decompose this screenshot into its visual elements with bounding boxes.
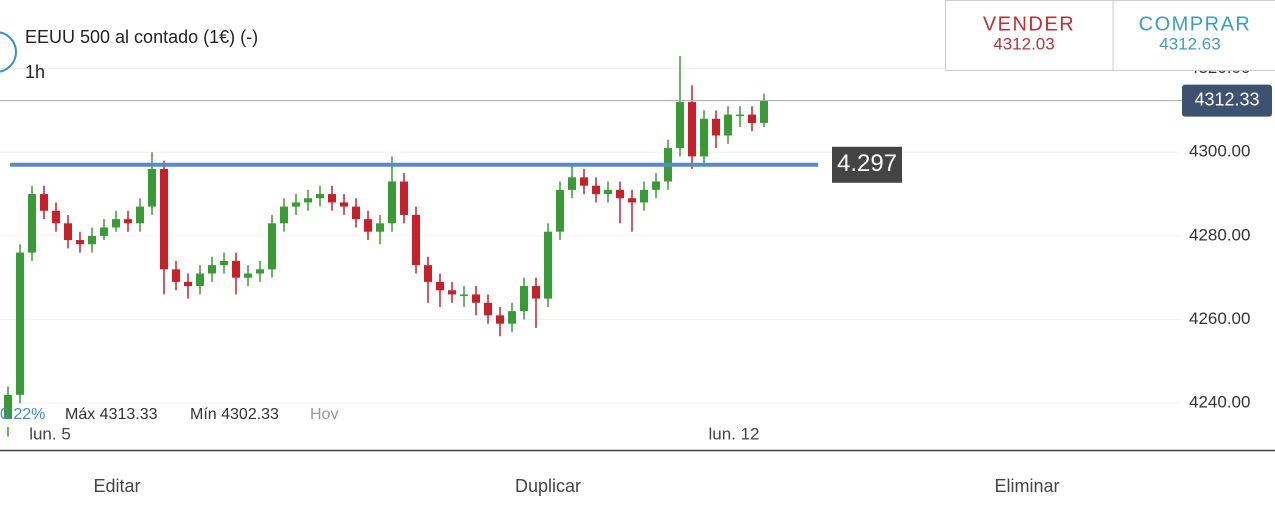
candle-body (280, 206, 288, 224)
x-tick-label: lun. 5 (29, 424, 71, 443)
info-high: Máx 4313.33 (65, 406, 158, 423)
info-change: 0.22% (0, 406, 45, 423)
candle-body (724, 114, 732, 136)
buy-label[interactable]: COMPRAR (1139, 13, 1252, 35)
candle-body (364, 219, 372, 232)
candle-body (160, 168, 168, 270)
x-tick-label: lun. 12 (708, 424, 759, 443)
y-tick-label: 4240.00 (1189, 393, 1250, 412)
info-low: Mín 4302.33 (190, 406, 279, 423)
buy-price[interactable]: 4312.63 (1159, 34, 1220, 53)
interval: 1h (25, 62, 45, 82)
y-tick-label: 4300.00 (1189, 142, 1250, 161)
candle-body (556, 189, 564, 232)
candle-body (40, 194, 48, 211)
candle-body (544, 231, 552, 299)
candle-body (412, 214, 420, 266)
candle-body (124, 219, 132, 224)
plot (4, 56, 768, 437)
candle-body (604, 189, 612, 195)
candle-body (532, 286, 540, 299)
candle-body (460, 294, 468, 296)
candle-body (76, 240, 84, 245)
candle-body (352, 206, 360, 220)
candle-body (472, 294, 480, 303)
level-tag (832, 146, 902, 183)
candle-body (268, 223, 276, 270)
candle-body (760, 100, 768, 123)
candle-body (748, 114, 756, 123)
icon-edge (0, 31, 17, 73)
candle-body (616, 189, 624, 199)
candle-body (88, 235, 96, 245)
candle-body (340, 202, 348, 207)
candle-body (388, 181, 396, 224)
candle-body (244, 273, 252, 278)
candle-body (100, 227, 108, 236)
candle-body (580, 177, 588, 186)
candle-body (484, 302, 492, 316)
candle-body (4, 394, 12, 420)
candle-body (520, 286, 528, 312)
candle-body (304, 198, 312, 203)
candle-body (568, 177, 576, 190)
candle-body (592, 185, 600, 195)
y-tick-label: 4260.00 (1189, 309, 1250, 328)
edit-button[interactable]: Editar (93, 476, 140, 496)
candle-body (220, 260, 228, 266)
sell-price[interactable]: 4312.03 (993, 34, 1054, 53)
y-tick-label: 4280.00 (1189, 225, 1250, 244)
candle-body (700, 118, 708, 157)
candle-body (208, 265, 216, 274)
level-label: 4.297 (837, 150, 897, 177)
candle-body (436, 281, 444, 291)
delete-button[interactable]: Eliminar (994, 476, 1059, 496)
candle-body (628, 198, 636, 203)
sell-label[interactable]: VENDER (983, 13, 1075, 35)
candle-body (328, 194, 336, 203)
candle-body (16, 252, 24, 395)
candle-body (172, 269, 180, 282)
candle-body (316, 194, 324, 199)
candle-body (652, 181, 660, 190)
candle-body (148, 168, 156, 207)
candle-body (136, 206, 144, 224)
candle-body (52, 210, 60, 224)
candle-body (28, 194, 36, 253)
grid: 4240.004260.004280.004300.004320.00lun. … (0, 58, 1250, 443)
info-clip (0, 419, 400, 427)
candle-body (736, 114, 744, 117)
duplicate-button[interactable]: Duplicar (515, 476, 581, 496)
sell-button[interactable]: VENDER 4312.03 (983, 13, 1075, 53)
candle-body (400, 181, 408, 215)
candle-body (196, 273, 204, 287)
candle-body (640, 189, 648, 203)
info-period: Hoy (310, 406, 338, 423)
overlay: 4312.33 4.297 (0, 84, 1272, 183)
candle-body (424, 265, 432, 282)
buy-button[interactable]: COMPRAR 4312.63 (1139, 13, 1252, 53)
current-price-tag (1182, 84, 1272, 117)
instrument-title: EEUU 500 al contado (1€) (-) (25, 27, 258, 47)
candle-body (64, 223, 72, 241)
candle-body (256, 269, 264, 274)
candle-body (184, 281, 192, 287)
candle-body (712, 118, 720, 136)
candle-body (376, 223, 384, 232)
current-price-label: 4312.33 (1194, 89, 1259, 109)
candle-body (676, 102, 684, 149)
quote-box (945, 0, 1275, 71)
candle-body (112, 219, 120, 228)
candle-body (232, 260, 240, 278)
candle-body (496, 315, 504, 324)
candle-body (688, 102, 696, 157)
candle-body (448, 290, 456, 295)
candle-body (508, 311, 516, 324)
candle-body (292, 202, 300, 207)
